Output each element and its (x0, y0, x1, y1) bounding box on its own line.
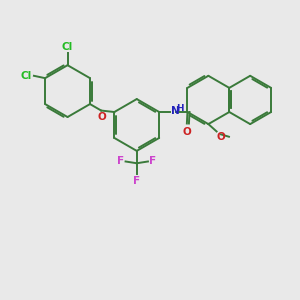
Text: O: O (182, 127, 191, 137)
Text: F: F (133, 176, 140, 186)
Text: O: O (97, 112, 106, 122)
Text: N: N (171, 106, 180, 116)
Text: Cl: Cl (62, 42, 73, 52)
Text: F: F (117, 156, 124, 166)
Text: Cl: Cl (20, 71, 32, 81)
Text: F: F (149, 156, 157, 166)
Text: H: H (177, 104, 184, 113)
Text: O: O (217, 132, 226, 142)
